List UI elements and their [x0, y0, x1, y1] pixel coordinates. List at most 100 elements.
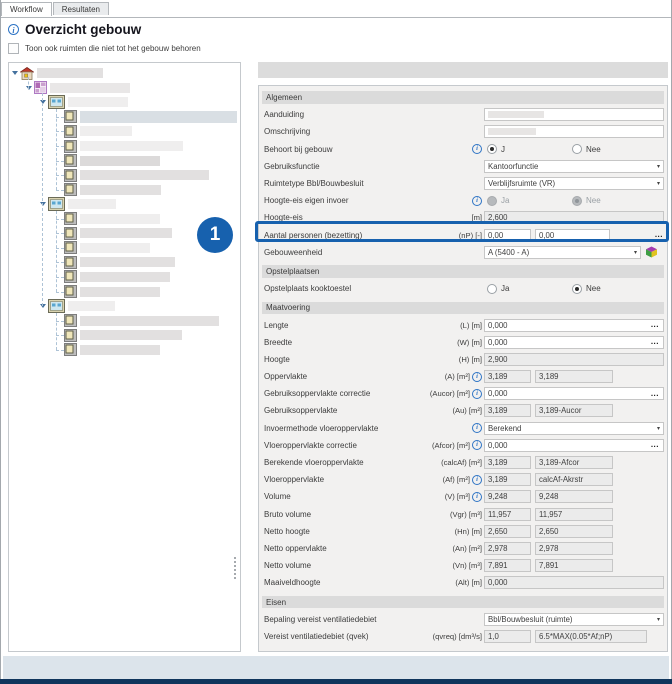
numeric-input[interactable]: 0,000...: [484, 387, 664, 401]
field-control: [484, 108, 664, 122]
tab-resultaten[interactable]: Resultaten: [52, 2, 109, 15]
info-icon[interactable]: i: [472, 371, 482, 382]
form-row-invoermethode-vloeroppervlakte: Invoermethode vloeroppervlakte i Berekend ▾: [259, 420, 667, 437]
numeric-input[interactable]: 0,000...: [484, 318, 664, 332]
expand-arrow-icon[interactable]: [12, 71, 18, 76]
tree-item-room[interactable]: [9, 124, 240, 139]
dropdown-select[interactable]: Kantoorfunctie ▾: [484, 159, 664, 173]
field-control: 2,978 2,978: [484, 541, 664, 555]
tree-connector-line: [56, 320, 64, 322]
tree-item-room[interactable]: [9, 313, 240, 328]
tree-item-room[interactable]: [9, 241, 240, 256]
expand-arrow-icon[interactable]: [26, 85, 32, 90]
tree-item-room[interactable]: [9, 284, 240, 299]
tree-connector-line: [56, 160, 64, 162]
tree-item-room[interactable]: [9, 153, 240, 168]
tree-item-room[interactable]: [9, 139, 240, 154]
show-all-rooms-checkbox[interactable]: [8, 43, 19, 54]
field-label: Breedte: [264, 337, 293, 347]
redacted-label-bar: [80, 271, 170, 282]
info-icon[interactable]: i: [472, 144, 482, 155]
ellipsis-button[interactable]: ...: [650, 388, 659, 398]
radio-button[interactable]: [572, 283, 582, 294]
tree-item-storey[interactable]: [9, 299, 240, 314]
info-icon[interactable]: i: [472, 423, 482, 434]
text-input[interactable]: [484, 108, 664, 122]
form-row-gebruiksoppervlakte: Gebruiksoppervlakte (Au) [m²] 3,189 3,189-A…: [259, 402, 667, 419]
numeric-input[interactable]: 0,000...: [484, 438, 664, 452]
tree-connector-line: [56, 131, 64, 133]
redacted-label-bar: [80, 213, 160, 224]
tree-guide-line: [42, 93, 43, 306]
tree-guide-line: [56, 109, 57, 190]
field-control: Berekend ▾: [484, 421, 664, 435]
tree-item-storey[interactable]: [9, 95, 240, 110]
tree-item-room[interactable]: [9, 328, 240, 343]
field-unit: (nP) [-]: [458, 230, 482, 240]
info-icon[interactable]: i: [472, 195, 482, 206]
radio-button[interactable]: [572, 144, 582, 155]
selected-room-title-bar: [258, 62, 668, 78]
radio-option: Nee: [569, 195, 601, 206]
selected-option: Bbl/Bouwbesluit (ruimte): [488, 614, 573, 624]
building-unit-icon[interactable]: [645, 246, 658, 258]
dropdown-select[interactable]: Verblijfsruimte (VR) ▾: [484, 177, 664, 191]
page-title: Overzicht gebouw: [25, 22, 142, 37]
ellipsis-button[interactable]: ...: [654, 230, 663, 240]
tree-connector-line: [56, 146, 64, 148]
tree-item-building[interactable]: [9, 66, 240, 81]
field-label: Netto volume: [264, 561, 312, 571]
field-control: 3,189 3,189-Afcor: [484, 456, 664, 470]
info-icon[interactable]: i: [472, 388, 482, 399]
dropdown-select[interactable]: Bbl/Bouwbesluit (ruimte) ▾: [484, 612, 664, 626]
expand-arrow-icon[interactable]: [40, 100, 46, 105]
dropdown-select[interactable]: A (5400 - A) ▾: [484, 245, 641, 259]
ellipsis-button[interactable]: ...: [650, 440, 659, 450]
info-icon[interactable]: i: [472, 491, 482, 502]
tree-item-room[interactable]: [9, 168, 240, 183]
filter-row: Toon ook ruimten die niet tot het gebouw…: [8, 43, 201, 54]
tree-item-storey[interactable]: [9, 197, 240, 212]
redacted-label-bar: [80, 257, 175, 268]
form-row-opstelplaats-kooktoestel: Opstelplaats kooktoestel Ja Nee: [259, 280, 667, 297]
tree-item-room[interactable]: [9, 270, 240, 285]
splitter-handle[interactable]: [232, 556, 238, 580]
tree-item-room[interactable]: [9, 110, 240, 125]
text-input[interactable]: [484, 125, 664, 139]
tree-item-room[interactable]: [9, 342, 240, 357]
tree-guide-line: [56, 211, 57, 292]
field-label: Gebruiksoppervlakte correctie: [264, 389, 371, 399]
form-row-vereist-ventilatiedebiet-qvek-: Vereist ventilatiedebiet (qvek) (qvreq) […: [259, 628, 667, 645]
redacted-label-bar: [80, 242, 150, 253]
dropdown-select[interactable]: Berekend ▾: [484, 421, 664, 435]
value-field-1: 9,248: [484, 490, 531, 504]
tree-item-room[interactable]: [9, 182, 240, 197]
tree-item-floorplan[interactable]: [9, 81, 240, 96]
expand-arrow-icon[interactable]: [40, 202, 46, 207]
info-icon[interactable]: i: [472, 440, 482, 451]
field-unit: (V) [m³]: [444, 492, 470, 502]
tree-item-room[interactable]: [9, 226, 240, 241]
chevron-down-icon: ▾: [633, 249, 637, 256]
ellipsis-button[interactable]: ...: [650, 337, 659, 347]
info-icon[interactable]: i: [472, 474, 482, 485]
expand-arrow-icon[interactable]: [40, 304, 46, 309]
tab-workflow[interactable]: Workflow: [1, 2, 52, 16]
numeric-input[interactable]: 0,000...: [484, 335, 664, 349]
tree-item-room[interactable]: [9, 212, 240, 227]
field-label: Hoogte-eis eigen invoer: [264, 196, 349, 206]
field-control: 11,957 11,957: [484, 507, 664, 521]
field-unit: (Vn) [m³]: [452, 561, 482, 571]
value-field-1: 3,189: [484, 370, 531, 384]
redacted-label-bar: [80, 344, 160, 355]
value-field-1: 1,0: [484, 629, 531, 643]
ellipsis-button[interactable]: ...: [650, 320, 659, 330]
field-unit: [m]: [471, 213, 482, 223]
tree-item-room[interactable]: [9, 255, 240, 270]
info-icon[interactable]: i: [8, 24, 19, 35]
radio-button[interactable]: [487, 144, 497, 155]
form-row-ruimtetype-bbl-bouwbesluit: Ruimtetype Bbl/Bouwbesluit Verblijfsruimt…: [259, 175, 667, 192]
radio-button[interactable]: [487, 283, 497, 294]
form-row-netto-volume: Netto volume (Vn) [m³] 7,891 7,891: [259, 557, 667, 574]
radio-button: [572, 195, 582, 206]
